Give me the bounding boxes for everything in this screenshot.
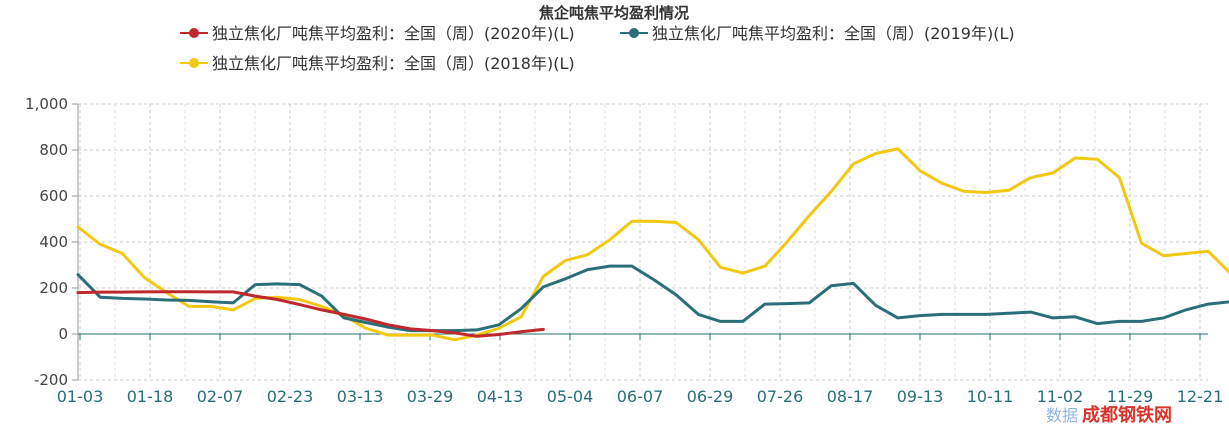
x-tick-label: 06-29	[687, 387, 734, 406]
legend-label: 独立焦化厂吨焦平均盈利：全国（周）(2018年)(L)	[212, 54, 575, 73]
y-tick-label: 0	[58, 325, 68, 343]
x-tick-label: 05-04	[547, 387, 594, 406]
x-tick-label: 09-13	[897, 387, 944, 406]
x-tick-label: 11-29	[1107, 387, 1154, 406]
series-line-1	[76, 264, 1229, 333]
x-tick-label: 06-07	[617, 387, 664, 406]
x-tick-label: 01-18	[127, 387, 174, 406]
series-line-0	[76, 290, 545, 338]
x-tick-label: 10-11	[967, 387, 1014, 406]
x-tick-label: 04-13	[477, 387, 524, 406]
legend-swatch-marker	[189, 28, 199, 38]
legend-label: 独立焦化厂吨焦平均盈利：全国（周）(2020年)(L)	[212, 24, 575, 43]
x-tick-label: 07-26	[757, 387, 804, 406]
y-tick-label: 200	[39, 279, 68, 297]
x-tick-label: 08-17	[827, 387, 874, 406]
watermark: 数据 成都钢铁网	[1046, 404, 1172, 426]
x-tick-label: 03-13	[337, 387, 384, 406]
chart-title: 焦企吨焦平均盈利情况	[538, 4, 689, 22]
x-tick-label: 02-07	[197, 387, 244, 406]
legend: 独立焦化厂吨焦平均盈利：全国（周）(2020年)(L) 独立焦化厂吨焦平均盈利：…	[180, 24, 1015, 73]
legend-swatch-marker	[629, 28, 639, 38]
x-tick-label: 02-23	[267, 387, 314, 406]
y-tick-label: 600	[39, 187, 68, 205]
y-tick-label: 800	[39, 141, 68, 159]
x-tick-label: 03-29	[407, 387, 454, 406]
legend-label: 独立焦化厂吨焦平均盈利：全国（周）(2019年)(L)	[652, 24, 1015, 43]
series-layer	[76, 147, 1229, 342]
x-tick-label: 11-02	[1037, 387, 1084, 406]
legend-swatch-marker	[189, 58, 199, 68]
watermark-brand: 成都钢铁网	[1082, 404, 1172, 426]
x-tick-label: 01-03	[57, 387, 104, 406]
grid	[78, 103, 1208, 381]
y-tick-label: 1,000	[25, 95, 68, 113]
x-tick-label: 12-21	[1177, 387, 1224, 406]
legend-item-2020[interactable]: 独立焦化厂吨焦平均盈利：全国（周）(2020年)(L)	[180, 24, 575, 43]
legend-item-2019[interactable]: 独立焦化厂吨焦平均盈利：全国（周）(2019年)(L)	[620, 24, 1015, 43]
y-tick-label: 400	[39, 233, 68, 251]
watermark-source: 数据	[1046, 406, 1078, 425]
y-tick-label: -200	[34, 371, 68, 389]
series-line-2	[76, 147, 1229, 342]
legend-item-2018[interactable]: 独立焦化厂吨焦平均盈利：全国（周）(2018年)(L)	[180, 54, 575, 73]
